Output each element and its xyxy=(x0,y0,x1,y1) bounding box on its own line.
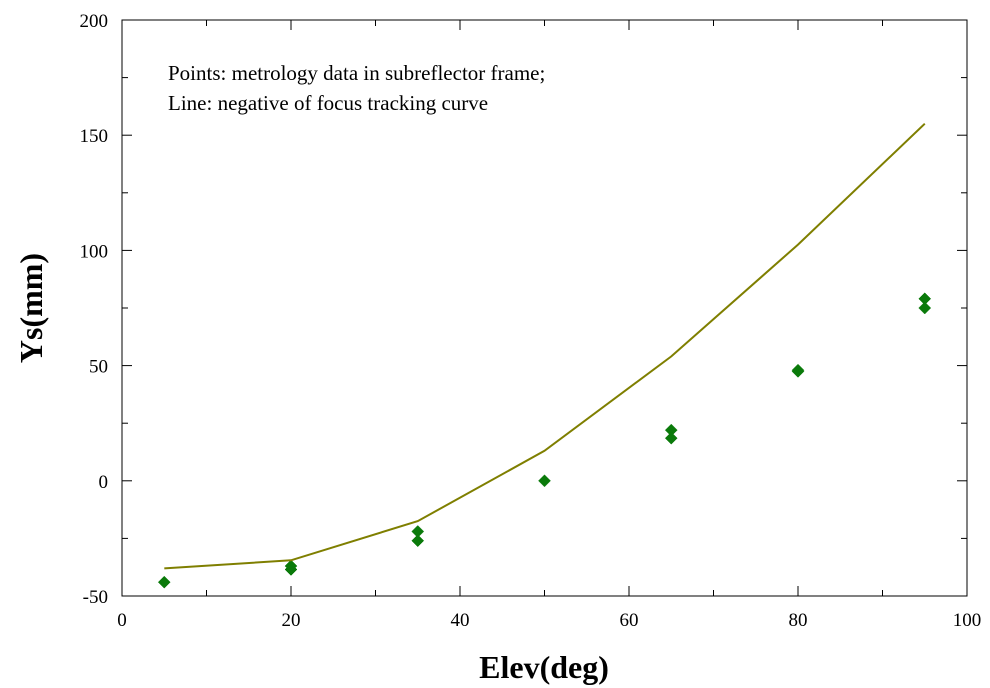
x-tick-label: 80 xyxy=(789,610,808,631)
y-tick-label: 50 xyxy=(89,357,108,378)
x-tick-label: 20 xyxy=(282,610,301,631)
metrology-point xyxy=(791,365,805,378)
y-tick-label: -50 xyxy=(83,587,108,608)
series-layer xyxy=(157,122,932,589)
y-tick-label: 150 xyxy=(80,126,109,147)
x-tick-label: 0 xyxy=(117,610,127,631)
y-tick-label: 200 xyxy=(80,11,109,32)
metrology-point xyxy=(157,575,171,589)
y-axis-title: Ys(mm) xyxy=(13,253,49,363)
metrology-point xyxy=(538,474,551,488)
x-axis-title: Elev(deg) xyxy=(479,649,609,685)
y-tick-label: 100 xyxy=(80,241,109,262)
x-tick-label: 40 xyxy=(451,610,470,631)
x-tick-label: 100 xyxy=(953,610,982,631)
tracking-curve-line xyxy=(164,122,926,570)
metrology-point xyxy=(411,534,425,548)
metrology-point xyxy=(284,563,298,576)
metrology-point xyxy=(664,431,678,445)
annotation-line-1: Points: metrology data in subreflector f… xyxy=(168,61,545,85)
y-tick-label: 0 xyxy=(99,472,109,493)
tick-marks xyxy=(121,19,968,597)
metrology-point xyxy=(918,301,932,315)
annotation-line-2: Line: negative of focus tracking curve xyxy=(168,91,488,115)
tick-labels: 0 20 40 60 80 100 -50 0 50 100 150 200 xyxy=(80,11,982,631)
x-tick-label: 60 xyxy=(620,610,639,631)
